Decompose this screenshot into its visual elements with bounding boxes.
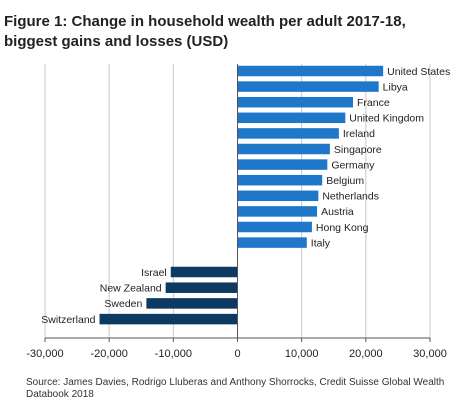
- bar-label-libya: Libya: [383, 81, 408, 93]
- bar-united-states: [237, 65, 384, 77]
- bar-germany: [237, 159, 328, 170]
- bar-singapore: [237, 143, 330, 155]
- bar-austria: [237, 206, 318, 217]
- bar-label-sweden: Sweden: [104, 298, 142, 310]
- chart-source-note: Source: James Davies, Rodrigo Lluberas a…: [26, 377, 445, 400]
- bar-new-zealand: [165, 282, 238, 293]
- bar-label-united-states: United States: [387, 66, 450, 78]
- bar-label-france: France: [357, 97, 390, 109]
- bar-sweden: [146, 298, 238, 309]
- bar-label-belgium: Belgium: [326, 175, 364, 187]
- bar-label-singapore: Singapore: [334, 144, 382, 156]
- chart-title: Figure 1: Change in household wealth per…: [4, 12, 459, 52]
- bar-libya: [237, 81, 379, 92]
- bar-label-italy: Italy: [311, 237, 331, 249]
- chart-title-line-1: Figure 1: Change in household wealth per…: [4, 13, 406, 30]
- chart-title-line-2: biggest gains and losses (USD): [4, 33, 229, 50]
- bar-ireland: [237, 128, 339, 139]
- x-tick-label-1: -20,000: [91, 348, 128, 360]
- bar-label-hong-kong: Hong Kong: [316, 222, 369, 234]
- bar-label-israel: Israel: [141, 267, 167, 279]
- bar-switzerland: [99, 313, 238, 325]
- x-tick-label-3: 0: [234, 348, 240, 360]
- bar-label-germany: Germany: [331, 159, 375, 171]
- bar-label-new-zealand: New Zealand: [100, 283, 162, 295]
- bar-france: [237, 96, 353, 108]
- x-tick-label-5: 20,000: [349, 348, 383, 360]
- x-tick-label-2: -10,000: [155, 348, 192, 360]
- bar-hong-kong: [237, 221, 312, 233]
- bar-label-netherlands: Netherlands: [322, 191, 379, 203]
- bar-netherlands: [237, 190, 319, 202]
- bar-label-ireland: Ireland: [343, 128, 375, 140]
- x-tick-label-4: 10,000: [285, 348, 319, 360]
- bar-label-switzerland: Switzerland: [41, 314, 95, 326]
- bar-italy: [237, 237, 307, 248]
- bar-label-united-kingdom: United Kingdom: [349, 113, 424, 125]
- x-tick-label-0: -30,000: [26, 348, 63, 360]
- bar-belgium: [237, 174, 323, 186]
- bar-israel: [170, 266, 238, 278]
- bar-label-austria: Austria: [321, 206, 354, 218]
- x-tick-label-6: 30,000: [413, 348, 447, 360]
- bar-united-kingdom: [237, 112, 346, 124]
